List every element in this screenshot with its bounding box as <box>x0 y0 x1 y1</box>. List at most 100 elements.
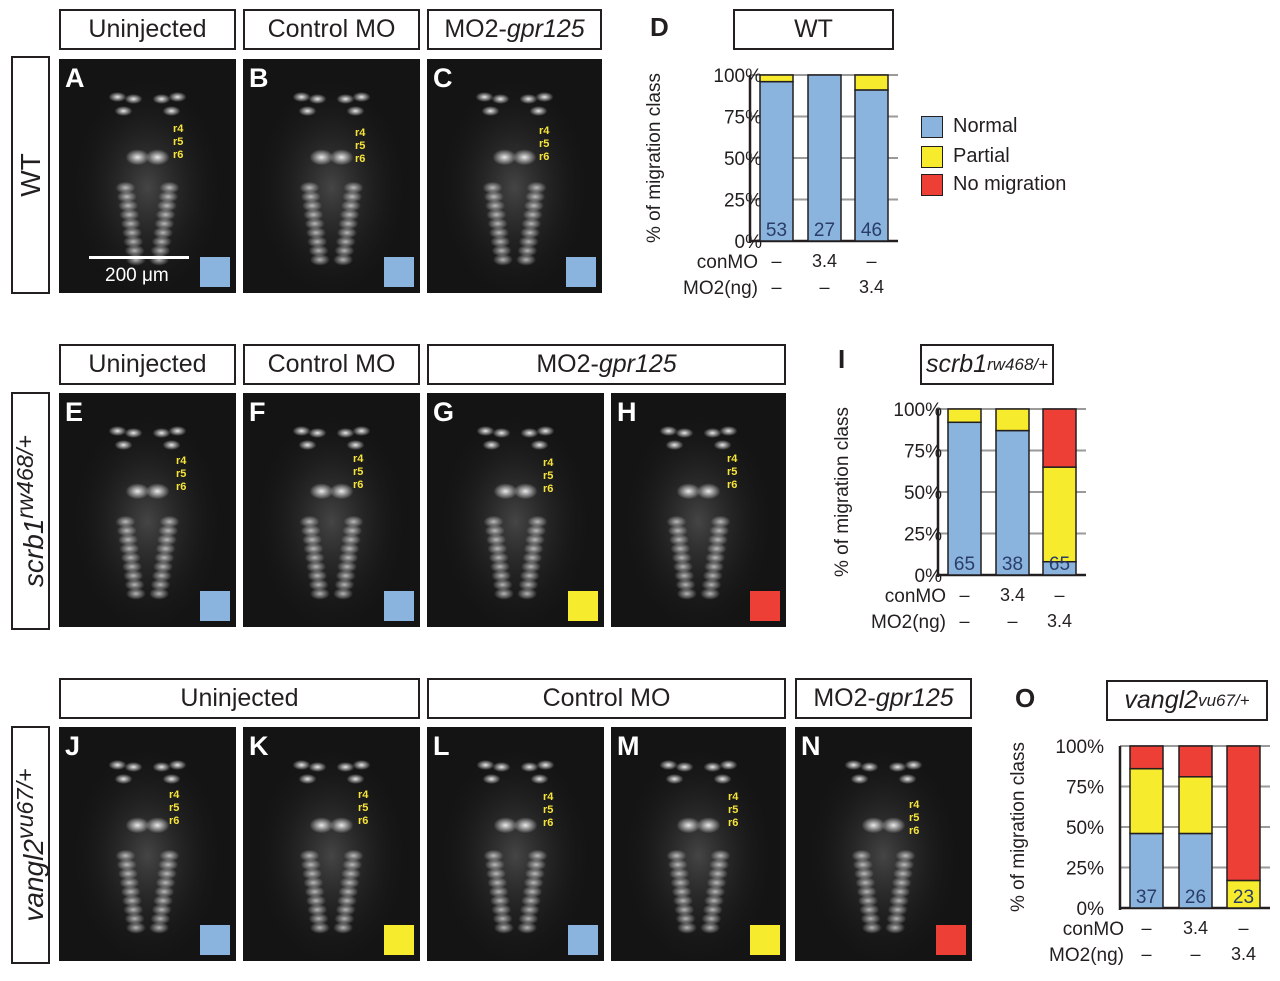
header-gene: gpr125 <box>875 684 954 712</box>
rhombomere-r5: r5 <box>355 140 366 152</box>
migration-class-square <box>936 925 966 955</box>
mo2-dose-label: – <box>819 277 829 297</box>
micrograph-image <box>435 738 596 961</box>
rhombomere-r4: r4 <box>169 789 180 801</box>
panel-label: M <box>617 731 640 761</box>
bar-segment-normal <box>1129 832 1164 909</box>
row-label-scrb1: scrb1rw468/+ <box>11 392 50 630</box>
migration-class-square <box>566 257 596 287</box>
row-label-mo2: MO2(ng) <box>683 278 758 299</box>
n-count-label: 65 <box>1049 554 1070 575</box>
header-text: MO2- <box>536 350 599 378</box>
header-control-mo-scrb1: Control MO <box>243 344 420 385</box>
chart-title-box: vangl2 vu67/+ <box>1106 680 1268 721</box>
bar-segment-partial <box>1042 466 1077 563</box>
panel-label: C <box>433 63 453 93</box>
migration-class-square <box>200 925 230 955</box>
header-mo2-wt: MO2- gpr125 <box>427 9 602 50</box>
rhombomere-r5: r5 <box>353 466 364 478</box>
chart-title: WT <box>794 15 833 43</box>
header-gene: gpr125 <box>506 15 585 43</box>
mo2-dose-label: – <box>1141 944 1151 964</box>
chart-title: vangl2 <box>1124 686 1199 714</box>
header-text: Uninjected <box>180 684 299 712</box>
rhombomere-r6: r6 <box>539 151 550 163</box>
panel-label: E <box>65 397 84 427</box>
legend-swatch <box>921 115 943 138</box>
y-axis-label: % of migration class <box>1008 742 1029 912</box>
panel-label: J <box>65 731 81 761</box>
migration-class-square <box>750 591 780 621</box>
n-count-label: 23 <box>1233 887 1254 908</box>
rhombomere-r5: r5 <box>543 804 554 816</box>
n-count-label: 53 <box>766 220 787 241</box>
mo2-dose-label: – <box>771 277 781 297</box>
conmo-dose-label: – <box>866 251 876 271</box>
header-uninjected-scrb1: Uninjected <box>59 344 236 385</box>
panel-label: L <box>433 731 450 761</box>
header-text: Control MO <box>267 15 396 43</box>
conmo-dose-label: – <box>1054 585 1064 605</box>
panel-label: N <box>801 731 821 761</box>
micrograph-image <box>251 70 412 293</box>
header-mo2-vangl2: MO2- gpr125 <box>795 678 972 719</box>
y-tick-label: 50% <box>904 483 942 504</box>
rhombomere-labels: r4 r5 r6 <box>539 125 549 164</box>
micrograph-image <box>619 404 778 627</box>
n-count-label: 37 <box>1136 887 1157 908</box>
header-control-mo-wt: Control MO <box>243 9 420 50</box>
chart-title: scrb1 <box>925 350 988 378</box>
rhombomere-r5: r5 <box>169 802 180 814</box>
header-gene: gpr125 <box>598 350 677 378</box>
rhombomere-r5: r5 <box>358 802 369 814</box>
rhombomere-labels: r4 r5 r6 <box>543 791 553 830</box>
mo2-dose-label: 3.4 <box>1047 611 1072 631</box>
panel-label: A <box>65 63 85 93</box>
bar-segment-partial <box>1129 767 1164 835</box>
row-label-conmo: conMO <box>1063 919 1124 940</box>
rhombomere-r6: r6 <box>728 817 739 829</box>
migration-class-square <box>568 591 598 621</box>
panel-label: F <box>249 397 266 427</box>
bar-segment-normal <box>947 421 982 576</box>
rhombomere-r4: r4 <box>358 789 369 801</box>
legend-label: Normal <box>953 115 1018 137</box>
legend-swatch <box>921 173 943 196</box>
y-tick-label: 100% <box>893 400 942 421</box>
rhombomere-r4: r4 <box>728 791 739 803</box>
legend-swatch <box>921 145 943 168</box>
row-label-conmo: conMO <box>697 252 758 273</box>
rhombomere-labels: r4 r5 r6 <box>358 789 368 828</box>
rhombomere-labels: r4 r5 r6 <box>728 791 738 830</box>
rhombomere-labels: r4 r5 r6 <box>727 453 737 492</box>
bar-segment-normal <box>995 429 1030 576</box>
y-tick-label: 50% <box>724 149 762 170</box>
header-uninjected-wt: Uninjected <box>59 9 236 50</box>
bar-segment-no-migration <box>1226 745 1261 882</box>
bar-segment-partial <box>947 408 982 424</box>
n-count-label: 27 <box>814 220 835 241</box>
rhombomere-r4: r4 <box>909 799 920 811</box>
header-text: Control MO <box>267 350 396 378</box>
panel-label: K <box>249 731 269 761</box>
conmo-dose-label: – <box>1141 918 1151 938</box>
rhombomere-r6: r6 <box>353 479 364 491</box>
y-tick-label: 0% <box>1077 899 1105 920</box>
n-count-label: 65 <box>954 554 975 575</box>
row-label-vangl2: vangl2vu67/+ <box>11 726 50 964</box>
y-tick-label: 25% <box>904 525 942 546</box>
row-label-conmo: conMO <box>885 586 946 607</box>
migration-class-square <box>384 257 414 287</box>
bar-segment-partial <box>995 408 1030 432</box>
